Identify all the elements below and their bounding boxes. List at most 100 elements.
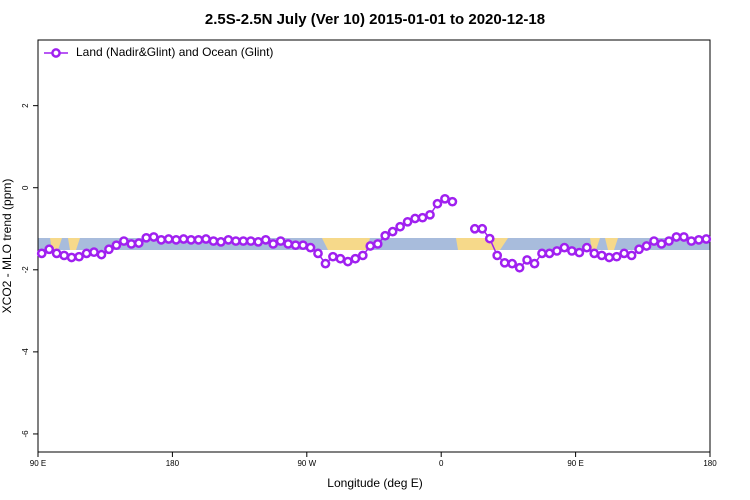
data-point [51, 248, 62, 259]
data-point [679, 232, 689, 242]
data-point [357, 250, 368, 261]
x-axis-label: Longitude (deg E) [327, 476, 422, 490]
data-point [447, 196, 458, 207]
data-point [89, 247, 99, 258]
data-point [126, 239, 137, 249]
data-point [313, 248, 323, 259]
data-point [231, 236, 241, 246]
data-point [380, 230, 391, 241]
data-point [469, 223, 480, 234]
y-tick-label: 2 [21, 103, 30, 108]
data-point [596, 250, 607, 261]
data-point [343, 256, 353, 267]
data-point [581, 242, 592, 253]
data-point [425, 209, 435, 220]
data-point [66, 252, 77, 263]
data-point [305, 242, 316, 253]
data-point [260, 234, 271, 245]
data-point [619, 248, 629, 259]
data-point [298, 240, 308, 251]
chart-title: 2.5S-2.5N July (Ver 10) 2015-01-01 to 20… [205, 11, 545, 28]
data-point [514, 262, 525, 273]
data-point [634, 244, 644, 255]
data-point [253, 237, 264, 247]
data-point [484, 233, 495, 244]
x-tick-label: 180 [166, 459, 180, 468]
data-point [559, 242, 570, 253]
data-point [59, 250, 69, 261]
x-tick-label: 180 [703, 459, 717, 468]
data-point [171, 234, 181, 245]
data-point [290, 240, 301, 251]
x-tick-label: 90 W [297, 459, 316, 468]
data-point [626, 250, 637, 261]
data-point [507, 258, 517, 269]
data-point [693, 234, 704, 245]
data-point [664, 236, 674, 246]
data-point [223, 234, 234, 245]
data-point [432, 198, 443, 209]
data-point [163, 234, 174, 244]
data-point [574, 247, 585, 258]
x-tick-label: 0 [439, 459, 444, 468]
data-point [529, 258, 540, 269]
data-point [178, 234, 189, 244]
data-point [671, 232, 682, 242]
y-tick-label: 0 [21, 185, 30, 190]
x-tick-label: 90 E [30, 459, 46, 468]
data-point [193, 234, 204, 245]
data-point [395, 221, 405, 232]
data-point [141, 232, 152, 243]
legend-marker [51, 48, 61, 58]
data-point [148, 232, 159, 242]
data-point [328, 251, 338, 262]
data-point [283, 239, 293, 249]
data-point [641, 241, 652, 251]
data-point [499, 257, 510, 268]
data-point [552, 246, 562, 256]
data-point [96, 249, 107, 260]
data-point [335, 253, 346, 264]
data-point [320, 258, 331, 269]
data-point [567, 246, 577, 256]
y-tick-label: -4 [21, 348, 30, 356]
data-point [111, 240, 122, 251]
x-tick-label: 90 E [567, 459, 583, 468]
data-point [417, 212, 428, 223]
data-point [238, 236, 249, 246]
data-point [44, 244, 55, 255]
data-point [268, 239, 279, 249]
data-point [186, 234, 196, 245]
data-point [686, 236, 697, 246]
data-point [74, 251, 84, 262]
data-point [649, 236, 659, 246]
data-point [589, 248, 600, 259]
data-point [208, 236, 219, 246]
data-point [275, 236, 286, 246]
data-point [216, 237, 226, 247]
legend-label: Land (Nadir&Glint) and Ocean (Glint) [76, 45, 273, 59]
data-point [36, 248, 47, 259]
y-axis-label: XCO2 - MLO trend (ppm) [0, 179, 14, 314]
data-point [701, 234, 712, 244]
data-point [133, 238, 144, 248]
data-point [656, 239, 667, 249]
data-point [350, 253, 361, 264]
data-point [201, 234, 211, 244]
data-point [492, 250, 503, 261]
y-tick-label: -2 [21, 266, 30, 274]
plot-frame [37, 39, 711, 453]
y-tick-label: -6 [21, 430, 30, 438]
data-point [387, 226, 398, 237]
data-point [402, 216, 413, 227]
data-point [604, 252, 615, 263]
data-point [537, 248, 547, 259]
data-point [245, 236, 256, 246]
data-point [410, 213, 420, 224]
data-point [522, 255, 532, 265]
data-point [104, 244, 114, 255]
data-point [611, 251, 622, 262]
data-point [81, 248, 92, 259]
data-point [372, 239, 383, 249]
